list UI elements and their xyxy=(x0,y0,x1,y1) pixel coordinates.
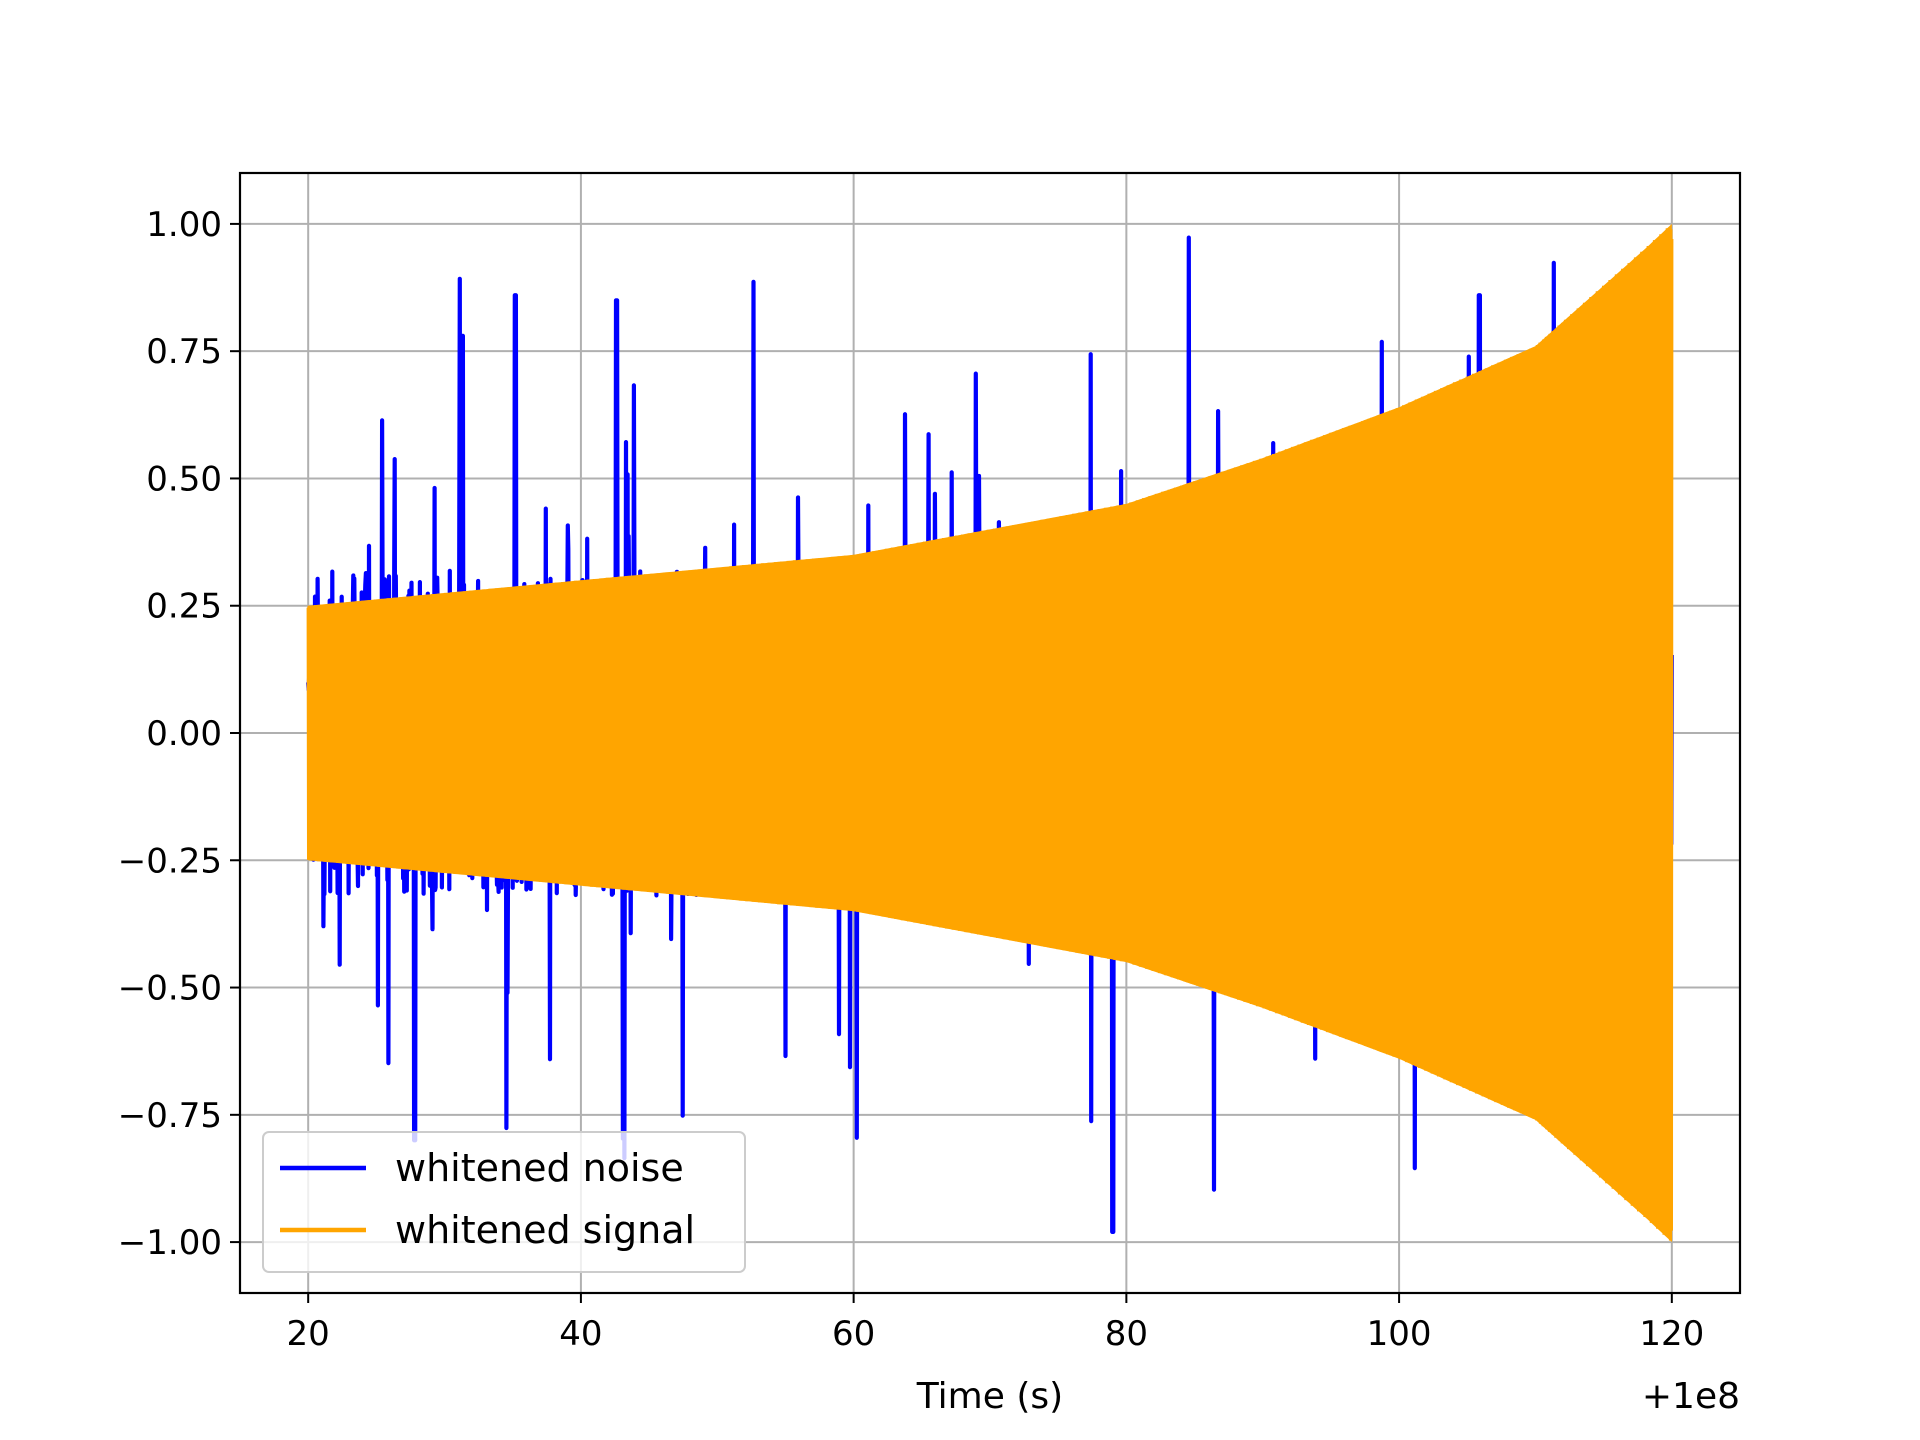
x-tick-label: 20 xyxy=(287,1314,330,1354)
y-tick-label: −0.75 xyxy=(118,1096,222,1136)
y-tick-label: −0.25 xyxy=(118,841,222,881)
legend: whitened noise whitened signal xyxy=(262,1131,746,1273)
x-axis-label: Time (s) xyxy=(916,1376,1063,1417)
y-tick-label: 0.25 xyxy=(146,587,222,627)
legend-label-whitened-signal: whitened signal xyxy=(395,1208,695,1252)
series-line-whitened-signal xyxy=(306,227,1674,1241)
legend-box xyxy=(262,1131,746,1273)
x-axis-offset-label: +1e8 xyxy=(1642,1376,1740,1417)
x-axis: 20 40 60 80 100 120 xyxy=(287,1293,1704,1354)
y-tick-label: 1.00 xyxy=(146,205,222,245)
x-tick-label: 80 xyxy=(1105,1314,1148,1354)
x-tick-label: 60 xyxy=(832,1314,875,1354)
y-tick-label: −1.00 xyxy=(118,1223,222,1263)
legend-label-whitened-noise: whitened noise xyxy=(395,1146,684,1190)
y-axis: 1.00 0.75 0.50 0.25 0.00 −0.25 −0.50 −0.75 −1.00 xyxy=(118,205,240,1263)
y-tick-label: 0.00 xyxy=(146,714,222,754)
x-tick-label: 120 xyxy=(1639,1314,1704,1354)
x-tick-label: 100 xyxy=(1367,1314,1432,1354)
y-tick-label: 0.75 xyxy=(146,332,222,372)
y-tick-label: −0.50 xyxy=(118,969,222,1009)
y-tick-label: 0.50 xyxy=(146,459,222,499)
x-tick-label: 40 xyxy=(559,1314,602,1354)
